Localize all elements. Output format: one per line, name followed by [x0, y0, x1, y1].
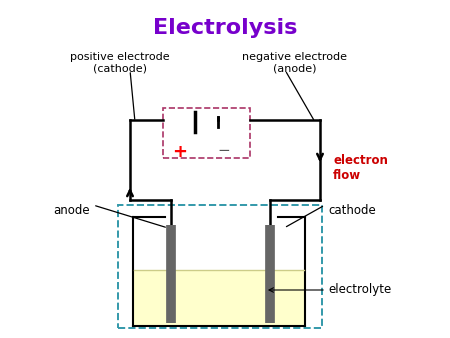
Bar — [134, 270, 304, 325]
Text: cathode: cathode — [328, 203, 376, 217]
Text: negative electrode
(anode): negative electrode (anode) — [243, 52, 347, 74]
Bar — [118, 205, 322, 328]
Text: Electrolysis: Electrolysis — [153, 18, 297, 38]
Text: positive electrode
(cathode): positive electrode (cathode) — [70, 52, 170, 74]
Text: +: + — [172, 143, 188, 161]
Text: −: − — [218, 143, 230, 158]
Text: electrolyte: electrolyte — [328, 284, 391, 296]
Text: electron
flow: electron flow — [333, 154, 388, 182]
Text: anode: anode — [54, 203, 90, 217]
Bar — [163, 108, 250, 158]
